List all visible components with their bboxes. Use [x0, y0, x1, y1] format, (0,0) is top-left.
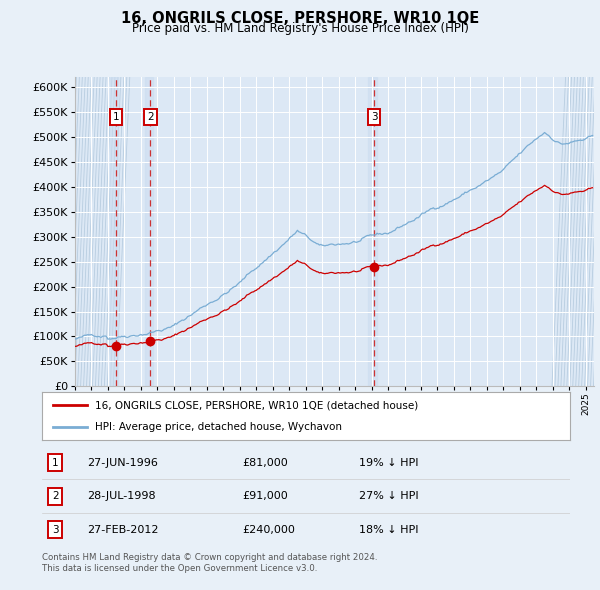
Text: 27-JUN-1996: 27-JUN-1996: [87, 458, 158, 468]
Text: 3: 3: [52, 525, 59, 535]
Text: £240,000: £240,000: [242, 525, 296, 535]
Text: 2: 2: [147, 112, 154, 122]
Text: 1: 1: [113, 112, 119, 122]
Text: 16, ONGRILS CLOSE, PERSHORE, WR10 1QE (detached house): 16, ONGRILS CLOSE, PERSHORE, WR10 1QE (d…: [95, 400, 418, 410]
Text: 18% ↓ HPI: 18% ↓ HPI: [359, 525, 418, 535]
Text: Price paid vs. HM Land Registry's House Price Index (HPI): Price paid vs. HM Land Registry's House …: [131, 22, 469, 35]
Text: £81,000: £81,000: [242, 458, 289, 468]
Text: 2: 2: [52, 491, 59, 501]
Text: 28-JUL-1998: 28-JUL-1998: [87, 491, 155, 501]
Text: HPI: Average price, detached house, Wychavon: HPI: Average price, detached house, Wych…: [95, 422, 342, 432]
Text: This data is licensed under the Open Government Licence v3.0.: This data is licensed under the Open Gov…: [42, 564, 317, 573]
Text: 27-FEB-2012: 27-FEB-2012: [87, 525, 158, 535]
Bar: [110, 77, 118, 386]
Bar: [368, 77, 377, 386]
Text: 1: 1: [52, 458, 59, 468]
Text: 3: 3: [371, 112, 377, 122]
Bar: [145, 77, 153, 386]
Text: 27% ↓ HPI: 27% ↓ HPI: [359, 491, 418, 501]
Text: 19% ↓ HPI: 19% ↓ HPI: [359, 458, 418, 468]
Text: £91,000: £91,000: [242, 491, 289, 501]
Text: Contains HM Land Registry data © Crown copyright and database right 2024.: Contains HM Land Registry data © Crown c…: [42, 553, 377, 562]
Text: 16, ONGRILS CLOSE, PERSHORE, WR10 1QE: 16, ONGRILS CLOSE, PERSHORE, WR10 1QE: [121, 11, 479, 25]
